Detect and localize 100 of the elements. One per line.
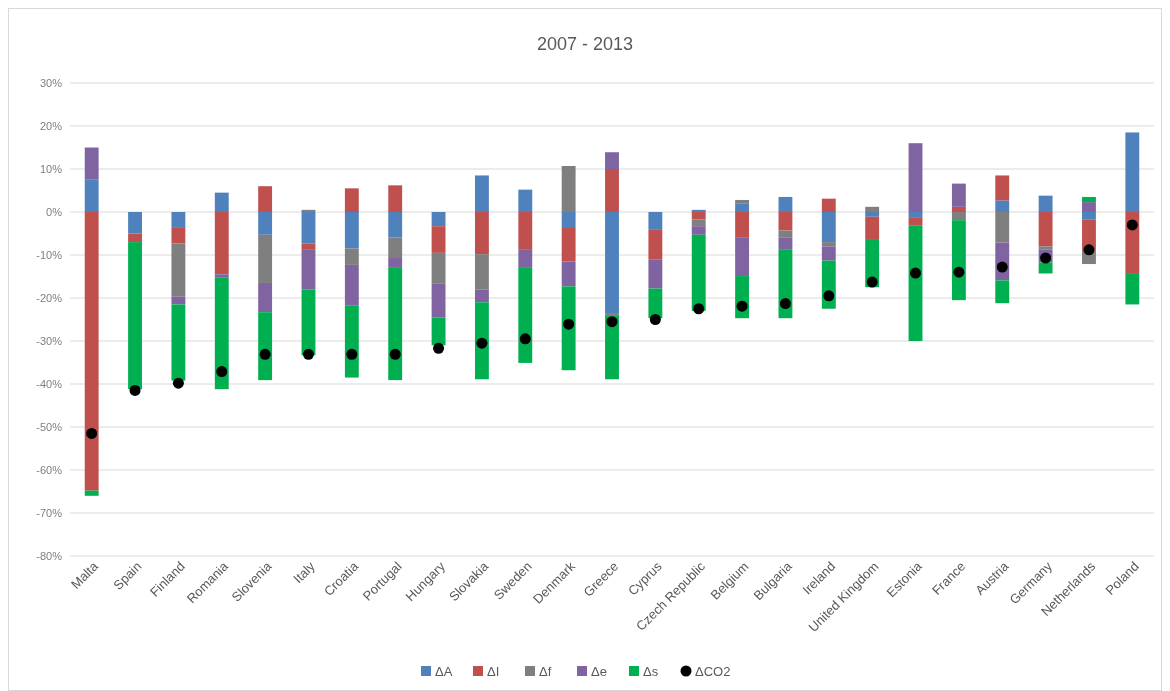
bar [388,258,403,268]
point [649,314,661,325]
y-tick-label: 20% [39,119,63,132]
point [129,384,141,396]
bar [821,242,836,247]
y-tick-label: 30% [39,76,63,89]
bar [84,490,99,496]
bar [995,280,1010,304]
bar [258,282,273,313]
bar [1082,196,1096,203]
bar [431,252,446,284]
bar [735,237,750,277]
legend-label: ΔA [435,663,453,679]
bar [821,246,836,261]
bar [84,212,99,491]
point [172,377,184,389]
bar [258,186,273,212]
bar [995,212,1010,243]
bar [518,267,533,363]
y-tick-label: -20% [36,291,63,304]
y-tick-label: -60% [36,463,63,476]
bar [1082,202,1096,212]
bar [431,283,446,318]
bar [951,220,966,301]
bar [474,289,489,303]
bar [84,179,99,212]
point [216,366,228,378]
bar [474,212,489,255]
y-tick-label: -50% [36,420,63,433]
legend-label: ΔCO2 [695,663,731,679]
bar [691,234,706,311]
point [389,348,401,360]
bar [518,249,533,268]
bar [1082,212,1096,220]
bar [561,286,576,371]
point [1126,219,1138,231]
bar [171,296,186,305]
bar [605,313,619,316]
bar [1038,195,1053,212]
y-tick-label: -40% [36,377,63,390]
bar [865,216,880,240]
bar [474,302,489,380]
bar [518,212,533,250]
bar [691,219,706,227]
point [736,300,748,312]
point [823,290,835,302]
bar [301,243,316,250]
y-tick-label: -80% [36,549,63,562]
point [1083,244,1095,256]
bar [388,267,403,381]
bar [605,169,619,212]
bar [344,248,359,265]
bar [691,212,706,220]
bar [431,226,446,253]
bar [561,227,576,262]
bar [778,230,793,238]
bar [561,212,576,228]
bar [474,175,489,212]
bar [388,212,403,238]
bar [1125,273,1140,305]
bar [778,196,793,212]
bar [128,212,142,234]
bar [301,249,316,290]
bar [648,259,663,289]
point [953,266,965,278]
bar [691,226,706,235]
legend-label: ΔI [487,663,500,679]
bar [344,264,359,306]
bar [171,212,186,228]
bar [128,233,142,243]
bar [821,198,836,212]
bar [344,305,359,378]
bar [388,237,403,259]
legend-label: Δs [643,663,659,679]
bar [1038,246,1053,250]
bar [605,212,619,314]
point [433,342,445,354]
point [606,316,618,328]
bar [908,217,923,226]
point [476,337,488,349]
bar [1125,132,1140,212]
bar [84,147,99,180]
y-tick-label: -10% [36,248,63,261]
legend-label: Δe [591,663,607,679]
point [86,427,98,439]
bar [1038,262,1053,274]
bar [128,242,142,390]
bar [214,277,229,390]
bar [301,212,316,244]
bar [865,212,880,217]
bar [648,288,663,319]
legend-label: Δf [539,663,552,679]
bar [561,261,576,287]
bar [474,254,489,290]
bar [951,183,966,207]
x-tick-label: Italy [290,558,319,587]
point [563,318,575,330]
bar [778,237,793,250]
bar [171,227,186,244]
bar [258,234,273,283]
